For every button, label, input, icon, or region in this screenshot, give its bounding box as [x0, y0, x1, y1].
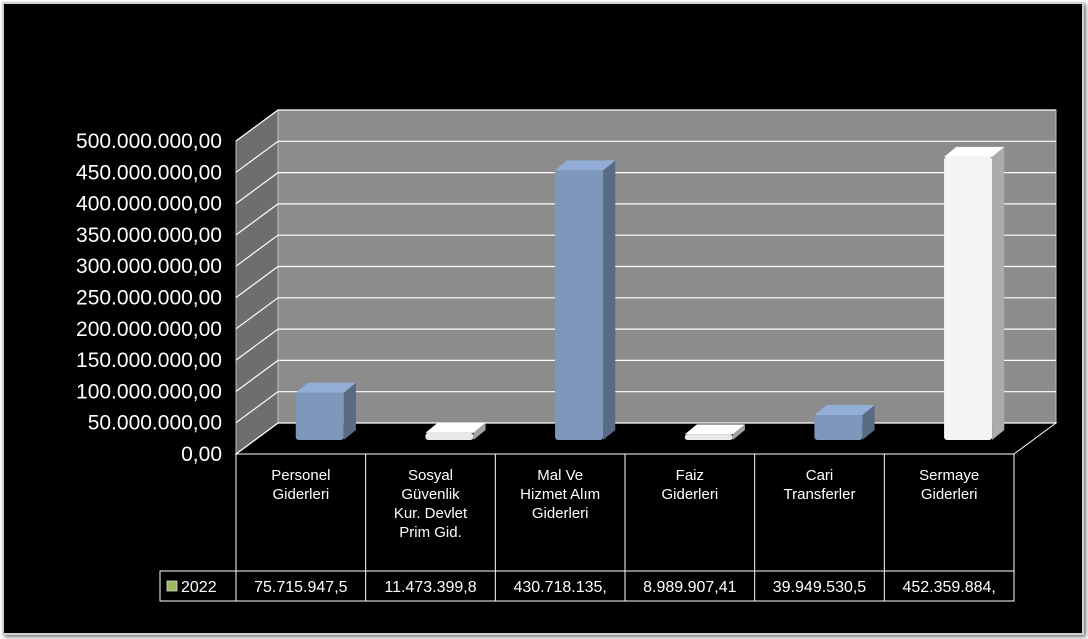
data-label: 39.949.530,5	[773, 579, 867, 596]
bar-top	[425, 422, 486, 433]
gridline	[235, 265, 1056, 298]
category-label: Sermaye Giderleri	[919, 467, 979, 503]
bar-side	[732, 424, 745, 441]
gridline	[235, 109, 1056, 142]
gridline	[235, 359, 1056, 392]
gridline	[235, 328, 1056, 361]
data-label: 11.473.399,8	[384, 579, 476, 596]
category-label-line: Giderleri	[272, 486, 329, 503]
category-label-line: Mal Ve	[537, 467, 583, 484]
category-label-line: Prim Gid.	[399, 524, 462, 541]
bar	[814, 405, 875, 441]
bar-front	[814, 415, 863, 441]
data-label: 452.359.884,	[902, 579, 995, 596]
data-label: 430.718.135,	[513, 579, 606, 596]
bar-front	[684, 434, 733, 441]
y-tick-label: 100.000.000,00	[76, 380, 222, 403]
category-label: Personel Giderleri	[271, 467, 330, 503]
floor	[234, 422, 1058, 455]
gridline	[235, 234, 1056, 267]
y-tick-label: 50.000.000,00	[88, 412, 222, 435]
category-label-line: Giderleri	[921, 486, 978, 503]
bar-side	[992, 146, 1005, 441]
category-label-line: Güvenlik	[401, 486, 460, 503]
y-tick-label: 150.000.000,00	[76, 349, 222, 372]
y-tick-label: 250.000.000,00	[76, 287, 222, 310]
gridline	[235, 203, 1056, 236]
category-label-line: Transferler	[784, 486, 856, 503]
y-tick-label: 450.000.000,00	[76, 161, 222, 184]
y-tick-label: 350.000.000,00	[76, 224, 222, 247]
category-label: Faiz Giderleri	[661, 467, 718, 503]
bar-top	[555, 160, 616, 171]
bar-side	[603, 160, 616, 441]
bar	[295, 382, 356, 441]
bar-top	[684, 424, 745, 435]
series-name: 2022	[181, 579, 217, 596]
category-label-line: Kur. Devlet	[394, 505, 468, 522]
y-tick-label: 0,00	[181, 443, 222, 466]
bar-front	[295, 392, 344, 441]
bar-top	[944, 146, 1005, 157]
category-label: Sosyal Güvenlik Kur. Devlet Prim Gid.	[394, 467, 468, 541]
gridline	[235, 297, 1056, 330]
category-label: Cari Transferler	[784, 467, 856, 503]
y-tick-label: 300.000.000,00	[76, 255, 222, 278]
category-label-line: Sermaye	[919, 467, 979, 484]
category-label-line: Hizmet Alım	[520, 486, 600, 503]
legend-key	[166, 580, 178, 592]
bar-front	[555, 170, 604, 441]
legend-cell-border	[159, 570, 236, 602]
gridline	[235, 172, 1056, 205]
bar	[684, 424, 745, 441]
bar-top	[814, 405, 875, 416]
category-label: Mal Ve Hizmet Alım Giderleri	[520, 467, 600, 522]
category-label-line: Sosyal	[408, 467, 453, 484]
bar-side	[473, 422, 486, 441]
bar-side	[343, 382, 356, 441]
data-label: 8.989.907,41	[643, 579, 737, 596]
gridline	[235, 391, 1056, 424]
y-tick-label: 200.000.000,00	[76, 318, 222, 341]
category-label-line: Faiz	[676, 467, 704, 484]
category-label-line: Giderleri	[532, 505, 589, 522]
data-label: 75.715.947,5	[254, 579, 348, 596]
category-label-line: Cari	[806, 467, 834, 484]
bar	[944, 146, 1005, 441]
bar-front	[944, 156, 993, 441]
bar-top	[295, 382, 356, 393]
y-tick-label: 400.000.000,00	[76, 193, 222, 216]
y-tick-label: 500.000.000,00	[76, 130, 222, 153]
bar	[425, 422, 486, 441]
gridline	[235, 140, 1056, 173]
category-label-line: Personel	[271, 467, 330, 484]
bar-side	[862, 405, 875, 441]
category-label-line: Giderleri	[661, 486, 718, 503]
bar	[555, 160, 616, 441]
bar-front	[425, 432, 474, 441]
gridline	[235, 422, 1056, 455]
